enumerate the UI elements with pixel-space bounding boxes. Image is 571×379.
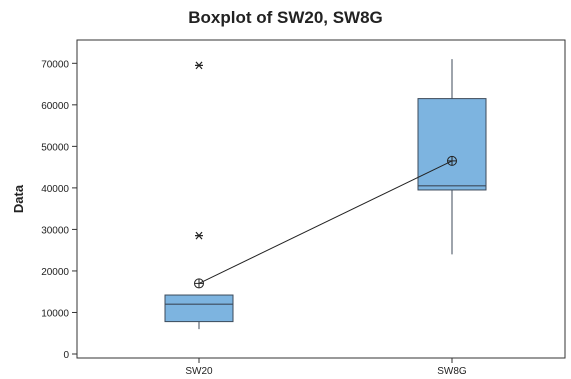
box-iqr [417,98,487,191]
box-sw8g [417,59,487,255]
y-axis-label: Data [11,184,26,213]
y-tick-label: 20000 [41,267,69,278]
box-sw20 [164,61,234,330]
mean-connect-line [198,160,453,284]
x-tick-label: SW20 [185,366,213,377]
y-tick-label: 60000 [41,101,69,112]
y-tick-label: 70000 [41,59,69,70]
mean-marker-sw20 [194,278,204,289]
y-tick-label: 40000 [41,184,69,195]
mean-marker-sw8g [447,155,457,166]
outlier-stroke [195,61,203,70]
y-tick-label: 0 [63,350,69,361]
y-tick-label: 30000 [41,225,69,236]
boxes-layer [164,59,487,330]
outlier-stroke [195,231,203,240]
x-tick-label: SW8G [437,366,467,377]
outlier-marker [195,231,203,240]
means-layer [194,155,457,289]
axes-layer: 0 10000 20000 30000 40000 50000 60000 70000 SW20… [41,59,467,377]
plot-area-frame [76,39,566,359]
box-iqr [164,294,234,323]
outlier-marker [195,61,203,70]
y-tick-label: 10000 [41,308,69,319]
y-tick-label: 50000 [41,142,69,153]
chart-title: Boxplot of SW20, SW8G [188,8,383,27]
